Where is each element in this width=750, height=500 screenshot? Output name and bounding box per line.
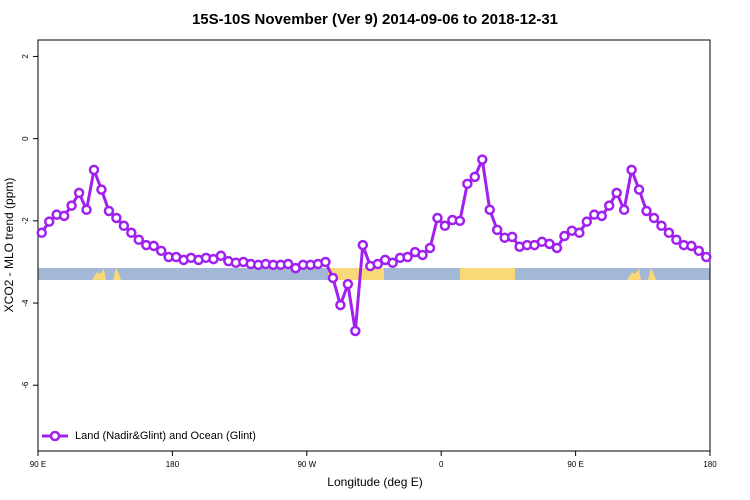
y-tick-label: 2 bbox=[21, 54, 30, 59]
x-tick-label: 90 W bbox=[297, 460, 316, 469]
data-point bbox=[96, 184, 107, 195]
chart-title: 15S-10S November (Ver 9) 2014-09-06 to 2… bbox=[192, 11, 558, 28]
data-point bbox=[402, 251, 413, 263]
data-point bbox=[424, 242, 436, 254]
data-point bbox=[36, 227, 47, 239]
data-point bbox=[618, 204, 630, 215]
data-point bbox=[648, 212, 660, 224]
data-point bbox=[58, 210, 70, 222]
data-point bbox=[215, 250, 227, 262]
data-point bbox=[439, 220, 451, 232]
land-strip bbox=[92, 269, 106, 280]
data-point bbox=[611, 187, 622, 199]
legend-label: Land (Nadir&Glint) and Ocean (Glint) bbox=[75, 430, 256, 442]
data-point bbox=[357, 239, 369, 251]
data-point bbox=[469, 171, 481, 183]
y-tick-label: -4 bbox=[21, 299, 30, 307]
land-strip bbox=[113, 268, 121, 280]
surface-strip bbox=[38, 268, 710, 280]
data-point bbox=[574, 227, 585, 239]
data-point bbox=[626, 164, 637, 176]
data-point bbox=[656, 220, 667, 232]
x-tick-label: 90 E bbox=[567, 460, 583, 469]
y-tick-label: 0 bbox=[21, 136, 30, 141]
data-point bbox=[133, 234, 145, 245]
data-point bbox=[559, 230, 570, 242]
data-point bbox=[506, 231, 518, 243]
data-point bbox=[491, 224, 503, 236]
x-tick-label: 180 bbox=[703, 460, 717, 469]
land-strip bbox=[648, 268, 656, 280]
data-point bbox=[544, 238, 555, 250]
y-axis-label: XCO2 - MLO trend (ppm) bbox=[2, 178, 16, 313]
data-point bbox=[88, 164, 100, 176]
data-point bbox=[671, 234, 682, 245]
data-point bbox=[81, 204, 92, 215]
y-tick-label: -6 bbox=[21, 381, 30, 389]
data-point bbox=[596, 210, 607, 222]
legend-marker bbox=[49, 430, 61, 442]
data-point bbox=[581, 216, 593, 227]
data-point bbox=[43, 216, 55, 227]
data-point bbox=[103, 205, 115, 217]
data-point bbox=[701, 251, 712, 263]
x-axis-label: Longitude (deg E) bbox=[327, 475, 422, 489]
plot-frame bbox=[37, 39, 711, 452]
data-point bbox=[387, 257, 398, 269]
data-point bbox=[462, 178, 473, 190]
data-point bbox=[454, 215, 466, 227]
data-point bbox=[603, 200, 615, 211]
legend: Land (Nadir&Glint) and Ocean (Glint) bbox=[42, 430, 256, 442]
data-point bbox=[686, 240, 697, 252]
data-point bbox=[633, 184, 645, 195]
y-tick-label: -2 bbox=[21, 217, 30, 225]
land-strip bbox=[460, 268, 515, 280]
data-point bbox=[335, 299, 346, 311]
data-point bbox=[432, 212, 443, 224]
data-point bbox=[155, 245, 167, 257]
data-point bbox=[66, 200, 77, 211]
data-point bbox=[551, 242, 563, 254]
data-point bbox=[417, 249, 428, 261]
x-tick-label: 180 bbox=[166, 460, 180, 469]
data-point bbox=[693, 245, 705, 257]
data-point bbox=[118, 220, 130, 232]
data-point bbox=[282, 258, 294, 270]
data-point bbox=[73, 187, 85, 199]
data-point bbox=[350, 325, 361, 337]
data-point bbox=[372, 258, 383, 270]
data-point bbox=[484, 204, 495, 215]
land-strip bbox=[627, 269, 641, 280]
data-point bbox=[327, 272, 339, 284]
x-tick-label: 0 bbox=[439, 460, 444, 469]
data-point bbox=[342, 278, 354, 290]
x-tick-label: 90 E bbox=[30, 460, 46, 469]
data-point bbox=[641, 205, 652, 217]
data-point bbox=[148, 240, 159, 252]
data-point bbox=[477, 154, 488, 165]
data-point bbox=[126, 227, 137, 239]
data-point bbox=[663, 227, 675, 239]
data-point bbox=[111, 212, 122, 224]
data-point bbox=[320, 256, 331, 268]
